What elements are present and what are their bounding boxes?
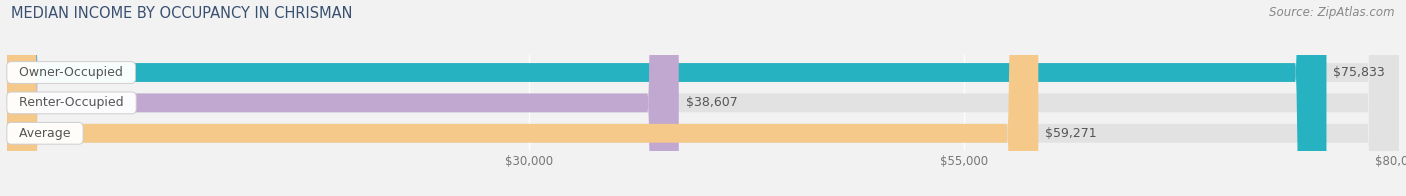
Text: Source: ZipAtlas.com: Source: ZipAtlas.com xyxy=(1270,6,1395,19)
FancyBboxPatch shape xyxy=(7,0,1399,196)
FancyBboxPatch shape xyxy=(7,0,679,196)
Text: MEDIAN INCOME BY OCCUPANCY IN CHRISMAN: MEDIAN INCOME BY OCCUPANCY IN CHRISMAN xyxy=(11,6,353,21)
Text: Average: Average xyxy=(11,127,79,140)
Text: $59,271: $59,271 xyxy=(1045,127,1097,140)
Text: Renter-Occupied: Renter-Occupied xyxy=(11,96,132,109)
Text: $75,833: $75,833 xyxy=(1333,66,1385,79)
FancyBboxPatch shape xyxy=(7,0,1038,196)
FancyBboxPatch shape xyxy=(7,0,1326,196)
Text: $38,607: $38,607 xyxy=(686,96,738,109)
Text: Owner-Occupied: Owner-Occupied xyxy=(11,66,131,79)
FancyBboxPatch shape xyxy=(7,0,1399,196)
FancyBboxPatch shape xyxy=(7,0,1399,196)
